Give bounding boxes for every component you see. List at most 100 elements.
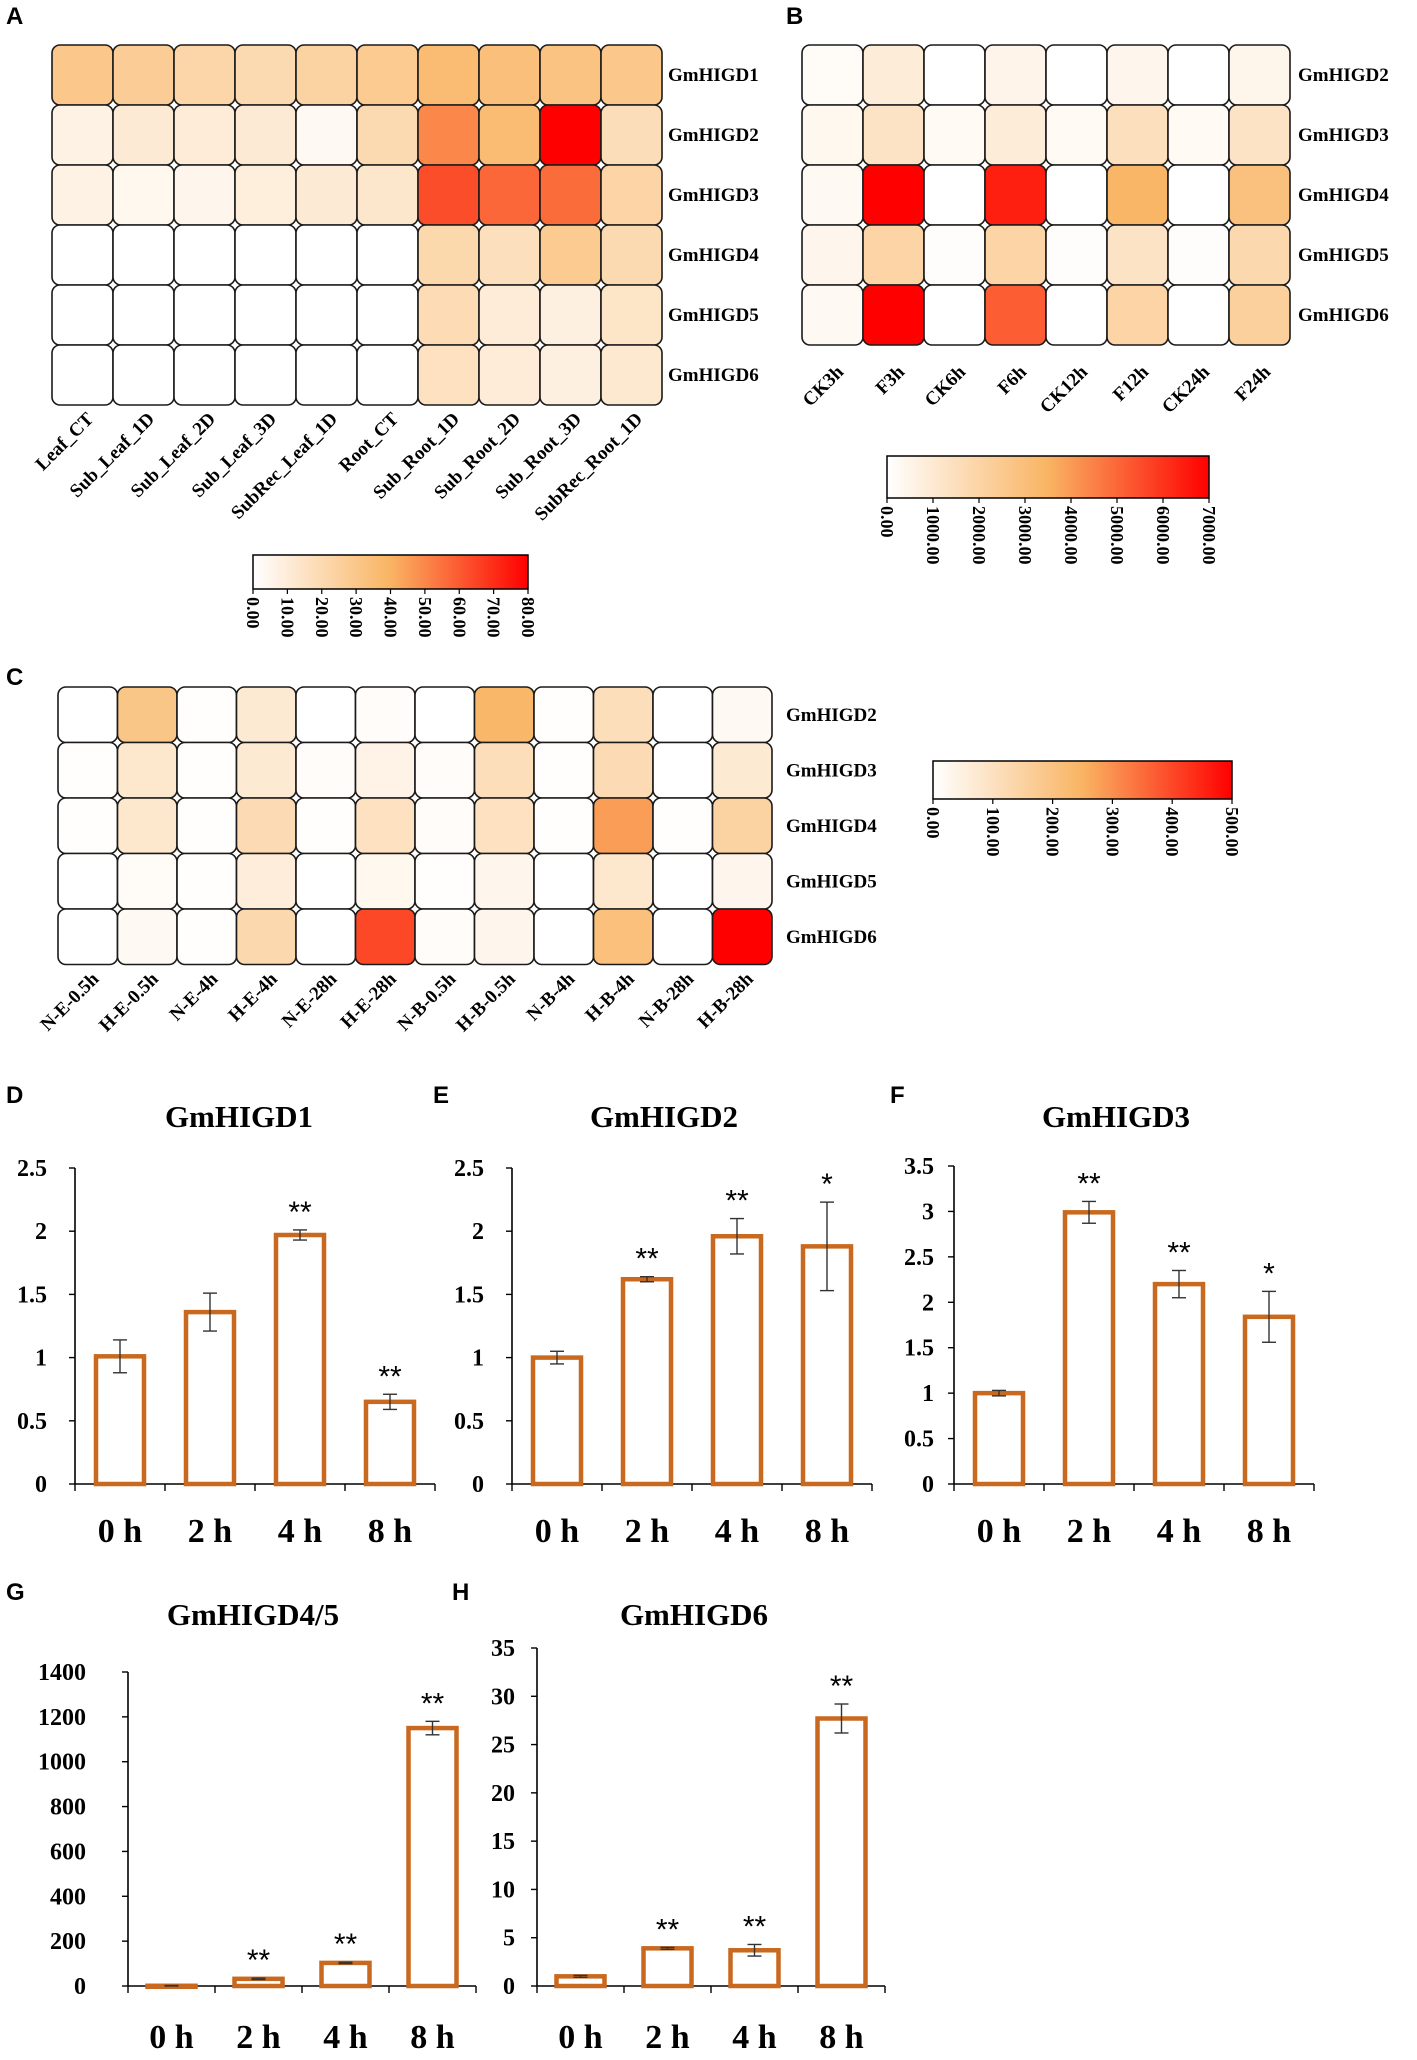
heatmap-cell xyxy=(295,44,358,106)
heatmap-cell xyxy=(539,164,602,226)
heatmap-cell xyxy=(533,908,595,966)
column-label: N-B-4h xyxy=(523,968,580,1025)
heatmap-cell xyxy=(600,284,663,346)
heatmap-cell xyxy=(116,797,178,855)
row-label: GmHIGD6 xyxy=(668,365,759,386)
heatmap-cell xyxy=(652,852,714,910)
x-category-label: 0 h xyxy=(98,1513,143,1550)
heatmap-cell xyxy=(533,741,595,799)
heatmap-cell xyxy=(473,908,535,966)
heatmap-panel-a: A GmHIGD1 GmHIGD2 GmHIGD3 GmHIGD4 GmHIGD5 GmHI… xyxy=(6,3,759,638)
bar xyxy=(183,1309,237,1487)
heatmap-cell xyxy=(417,284,480,346)
heatmap-cell xyxy=(235,797,297,855)
heatmap-cell xyxy=(112,104,175,166)
y-tick-label: 15 xyxy=(491,1829,515,1855)
heatmap-cell xyxy=(862,104,925,166)
row-label: GmHIGD3 xyxy=(786,760,877,781)
y-tick-label: 1200 xyxy=(38,1705,86,1731)
heatmap-cell xyxy=(234,284,297,346)
heatmap-cell xyxy=(176,852,238,910)
color-scale-bar xyxy=(932,760,1233,800)
heatmap-cell xyxy=(1228,164,1291,226)
heatmap-cell xyxy=(984,44,1047,106)
heatmap-cell xyxy=(652,741,714,799)
heatmap-cell xyxy=(356,44,419,106)
heatmap-cell xyxy=(57,686,119,744)
heatmap-cell xyxy=(234,164,297,226)
scale-label: 10.00 xyxy=(277,597,297,638)
x-category-label: 2 h xyxy=(1067,1513,1112,1550)
heatmap-panel-b: B GmHIGD2 GmHIGD3 GmHIGD4 GmHIGD5 GmHIGD6 CK3h… xyxy=(786,3,1389,565)
x-category-label: 0 h xyxy=(558,2019,603,2056)
y-tick-label: 200 xyxy=(50,1929,86,1955)
heatmap-cell xyxy=(1045,104,1108,166)
heatmap-cell xyxy=(234,44,297,106)
column-label: CK24h xyxy=(1158,361,1214,417)
scale-label: 300.00 xyxy=(1102,807,1122,857)
heatmap-cell xyxy=(1045,284,1108,346)
bar xyxy=(972,1390,1026,1487)
heatmap-cell xyxy=(533,852,595,910)
heatmap-cell xyxy=(923,104,986,166)
heatmap-cell xyxy=(923,44,986,106)
row-label: GmHIGD6 xyxy=(786,927,877,948)
panel-letter: D xyxy=(6,1082,23,1109)
heatmap-cell xyxy=(235,741,297,799)
chart-title: GmHIGD2 xyxy=(590,1099,738,1134)
panel-letter: H xyxy=(452,1579,469,1606)
scale-label: 4000.00 xyxy=(1061,506,1081,565)
bar xyxy=(363,1399,417,1487)
y-tick-label: 3 xyxy=(922,1199,934,1225)
heatmap-cell xyxy=(711,741,773,799)
heatmap-cell xyxy=(923,164,986,226)
heatmap-cell xyxy=(112,344,175,406)
heatmap-cell xyxy=(711,686,773,744)
scale-label: 2000.00 xyxy=(969,506,989,565)
heatmap-cell xyxy=(176,686,238,744)
row-label: GmHIGD2 xyxy=(786,705,877,726)
x-category-label: 4 h xyxy=(1157,1513,1202,1550)
row-label: GmHIGD2 xyxy=(668,125,759,146)
heatmap-cell xyxy=(176,797,238,855)
y-tick-label: 0 xyxy=(922,1472,934,1498)
heatmap-cell xyxy=(473,797,535,855)
column-label: N-E-28h xyxy=(278,968,342,1032)
heatmap-cell xyxy=(1045,224,1108,286)
heatmap-cell xyxy=(417,44,480,106)
heatmap-cell xyxy=(923,224,986,286)
heatmap-cell xyxy=(235,686,297,744)
x-category-label: 2 h xyxy=(625,1513,670,1550)
column-label: H-E-0.5h xyxy=(95,968,163,1036)
heatmap-cell xyxy=(1106,104,1169,166)
significance-marker: ** xyxy=(1077,1167,1101,1200)
heatmap-cell xyxy=(354,908,416,966)
heatmap-cell xyxy=(1106,164,1169,226)
x-category-label: 4 h xyxy=(715,1513,760,1550)
y-tick-label: 0 xyxy=(74,1974,86,2000)
y-tick-label: 1.5 xyxy=(904,1336,934,1362)
column-label: F6h xyxy=(994,361,1032,399)
heatmap-cell xyxy=(592,908,654,966)
panel-letter: F xyxy=(890,1082,905,1109)
bar xyxy=(641,1946,694,1989)
bar xyxy=(710,1234,764,1487)
panel-letter: C xyxy=(6,664,23,691)
y-tick-label: 400 xyxy=(50,1884,86,1910)
heatmap-cell xyxy=(295,908,357,966)
column-label: SubRec_Root_1D xyxy=(531,409,647,525)
color-scale-bar xyxy=(252,554,529,590)
column-label: CK6h xyxy=(921,361,970,410)
heatmap-cell xyxy=(173,344,236,406)
heatmap-cell xyxy=(295,686,357,744)
heatmap-cell xyxy=(801,224,864,286)
column-label: H-E-4h xyxy=(224,968,282,1026)
chart-title: GmHIGD6 xyxy=(620,1597,768,1632)
heatmap-cell xyxy=(116,908,178,966)
scale-label: 0.00 xyxy=(877,506,897,538)
scale-label: 200.00 xyxy=(1043,807,1063,857)
heatmap-cell xyxy=(711,797,773,855)
heatmap-cell xyxy=(414,908,476,966)
significance-marker: ** xyxy=(635,1243,659,1276)
heatmap-cell xyxy=(356,344,419,406)
